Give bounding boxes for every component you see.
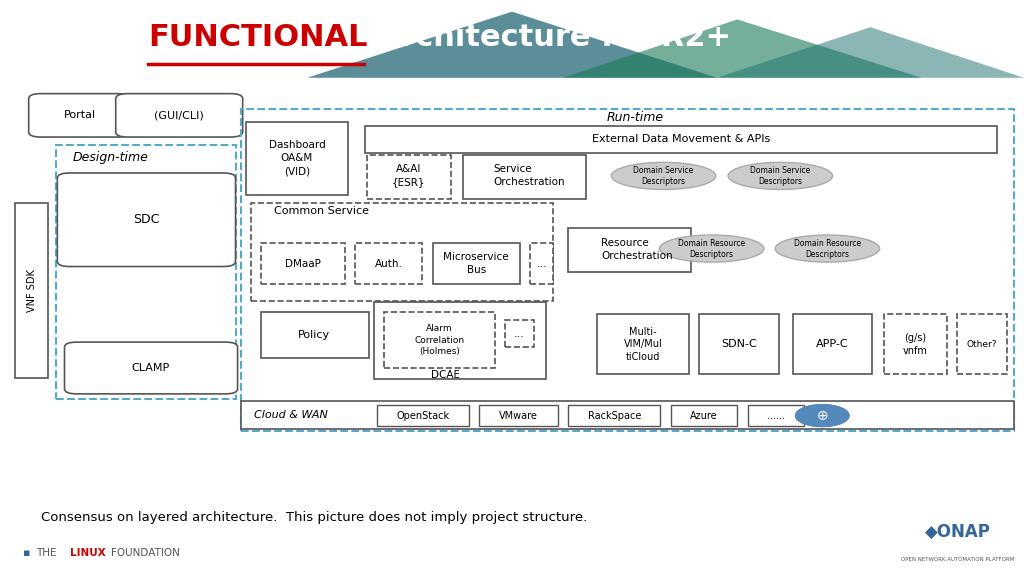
Text: Other?: Other? (967, 340, 997, 348)
Bar (246, 122, 348, 195)
Text: ◆ONAP: ◆ONAP (925, 522, 990, 541)
Bar (374, 302, 546, 379)
Text: Design-time: Design-time (73, 150, 148, 164)
Text: Portal: Portal (63, 111, 96, 120)
Ellipse shape (659, 235, 764, 262)
Bar (433, 242, 520, 285)
Bar (241, 401, 1014, 429)
Bar (505, 320, 534, 347)
Bar (597, 314, 689, 374)
Ellipse shape (611, 162, 716, 190)
Text: (g/s)
vnfm: (g/s) vnfm (903, 332, 928, 356)
Text: Domain Service
Descriptors: Domain Service Descriptors (634, 166, 693, 186)
Text: Domain Service
Descriptors: Domain Service Descriptors (751, 166, 810, 186)
FancyBboxPatch shape (29, 94, 130, 137)
Text: ...: ... (537, 259, 547, 268)
Text: Cloud & WAN: Cloud & WAN (254, 410, 328, 420)
Bar (261, 312, 369, 358)
Bar (699, 314, 779, 374)
Text: Auth.: Auth. (375, 259, 403, 268)
Text: RackSpace: RackSpace (588, 411, 641, 420)
Bar (15, 203, 48, 378)
Text: Service
Orchestration: Service Orchestration (494, 164, 565, 188)
FancyBboxPatch shape (65, 342, 238, 394)
Ellipse shape (728, 162, 833, 190)
Text: DMaaP: DMaaP (285, 259, 322, 268)
Bar (355, 242, 422, 285)
Bar (479, 405, 558, 426)
Bar (957, 314, 1007, 374)
Bar (568, 405, 660, 426)
Bar (884, 314, 947, 374)
Text: Policy: Policy (298, 329, 331, 340)
Text: Dashboard
OA&M
(VID): Dashboard OA&M (VID) (268, 140, 326, 176)
Text: CLAMP: CLAMP (131, 363, 170, 373)
Text: LINUX: LINUX (70, 548, 105, 558)
Text: VNF SDK: VNF SDK (27, 270, 37, 312)
Text: ...: ... (514, 329, 524, 339)
Bar (367, 155, 451, 199)
Text: FUNCTIONAL: FUNCTIONAL (148, 23, 368, 52)
Bar (241, 109, 1014, 431)
Bar (463, 155, 586, 199)
Bar (530, 242, 553, 285)
Text: OPEN NETWORK AUTOMATION PLATFORM: OPEN NETWORK AUTOMATION PLATFORM (901, 558, 1014, 562)
Text: Current: Current (26, 23, 167, 52)
Text: Domain Resource
Descriptors: Domain Resource Descriptors (678, 238, 745, 259)
Text: ⊕: ⊕ (816, 408, 828, 423)
Text: ▪: ▪ (23, 548, 30, 558)
Text: Resource
Orchestration: Resource Orchestration (601, 238, 673, 262)
Bar (384, 312, 495, 368)
Text: External Data Movement & APIs: External Data Movement & APIs (592, 134, 770, 145)
Text: DCAE: DCAE (431, 370, 460, 380)
Text: Azure: Azure (690, 411, 718, 420)
Text: SDC: SDC (133, 213, 160, 226)
Text: Consensus on layered architecture.  This picture does not imply project structur: Consensus on layered architecture. This … (41, 511, 587, 524)
FancyBboxPatch shape (57, 173, 236, 267)
Text: SDN-C: SDN-C (722, 339, 757, 349)
Ellipse shape (775, 235, 880, 262)
Bar (793, 314, 872, 374)
Bar (377, 405, 469, 426)
Polygon shape (307, 12, 717, 78)
Bar (251, 203, 553, 301)
Text: Run-time: Run-time (606, 111, 664, 124)
Text: (GUI/CLI): (GUI/CLI) (155, 111, 204, 120)
Text: Alarm
Correlation
(Holmes): Alarm Correlation (Holmes) (415, 324, 464, 355)
Text: FOUNDATION: FOUNDATION (111, 548, 179, 558)
Circle shape (796, 405, 849, 426)
Text: A&AI
{ESR}: A&AI {ESR} (392, 164, 425, 188)
Polygon shape (717, 27, 1024, 78)
Text: OpenStack: OpenStack (396, 411, 450, 420)
Bar (568, 228, 691, 272)
Bar (365, 126, 997, 153)
Bar (671, 405, 737, 426)
Bar (748, 405, 804, 426)
Text: Microservice
Bus: Microservice Bus (443, 252, 509, 275)
Text: THE: THE (36, 548, 59, 558)
Text: VMware: VMware (500, 411, 538, 420)
Bar (261, 242, 345, 285)
Text: Domain Resource
Descriptors: Domain Resource Descriptors (794, 238, 861, 259)
Text: Common Service: Common Service (274, 206, 370, 215)
Text: Multi-
VIM/Mul
tiCloud: Multi- VIM/Mul tiCloud (624, 327, 663, 362)
Text: Architecture for R2+: Architecture for R2+ (366, 23, 731, 52)
Text: APP-C: APP-C (816, 339, 849, 349)
Text: ......: ...... (767, 411, 784, 420)
Circle shape (796, 405, 849, 426)
Polygon shape (563, 20, 922, 78)
FancyBboxPatch shape (116, 94, 243, 137)
Bar (56, 145, 236, 399)
